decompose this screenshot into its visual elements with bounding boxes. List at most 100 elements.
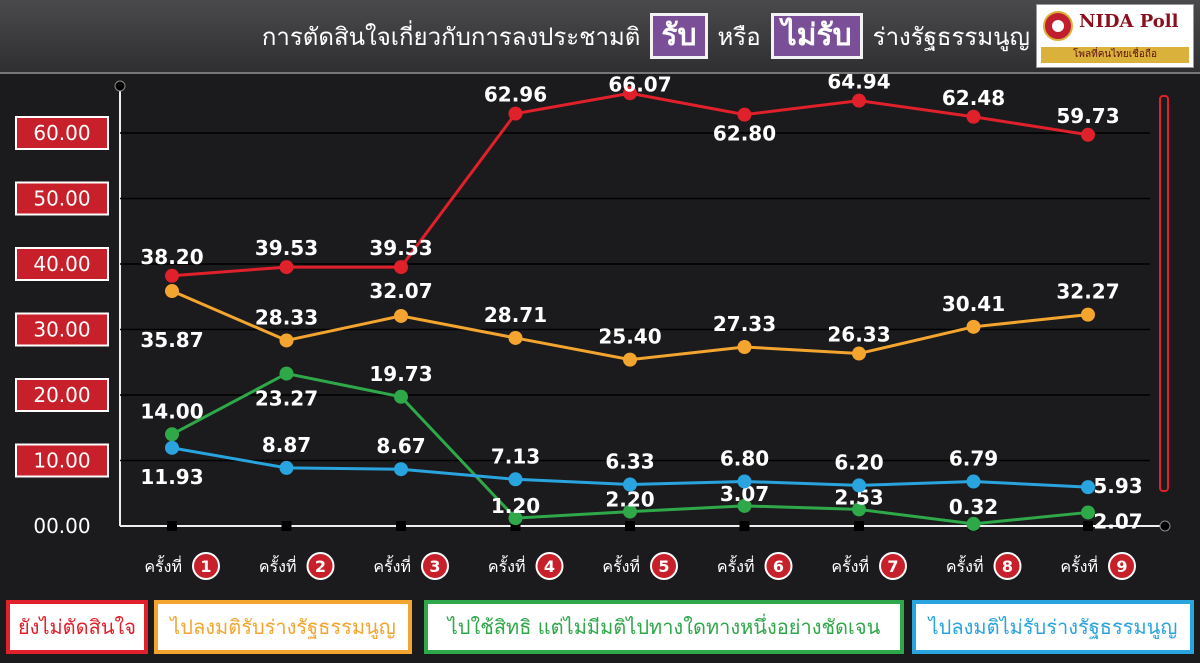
data-label: 32.27 [1056,280,1119,304]
y-tick-label: 00.00 [33,514,90,538]
data-label: 38.20 [140,245,203,269]
data-label: 39.53 [369,236,432,260]
data-label: 19.73 [369,362,432,386]
y-tick-box [15,443,109,478]
data-point [1081,307,1095,322]
data-point [1081,480,1095,495]
x-tick-badge [192,552,220,580]
legend: ยังไม่ตัดสินใจ ไปลงมติรับร่างรัฐธรรมนูญ ไป… [0,594,1200,662]
data-label: 62.96 [484,83,547,107]
x-tick-mark [854,521,864,531]
data-point [623,352,637,367]
x-tick-mark [625,521,635,531]
x-tick-label: ครั้งที่ [831,555,869,576]
data-label: 64.94 [827,74,890,94]
data-label: 30.41 [942,292,1005,316]
data-point [737,474,752,489]
line-chart: 00.00 10.00 20.00 30.00 40.00 50.00 60.00 ครั้ง… [15,74,1171,580]
data-label: 6.20 [834,450,883,474]
data-label: 14.00 [140,399,203,423]
data-label: 26.33 [827,323,890,347]
data-point [508,106,523,121]
data-label: 39.53 [255,236,318,260]
title-connector: หรือ [717,22,761,51]
title-box-accept: รับ [650,13,708,59]
data-point [279,366,294,381]
x-tick-badge [421,552,449,580]
x-tick-label: ครั้งที่ [946,555,984,576]
y-tick-label: 50.00 [33,187,90,211]
legend-item-2: ไปลงมติรับร่างรัฐธรรมนูญ [154,600,412,654]
data-point [966,516,981,531]
x-tick-number: 1 [200,557,211,576]
data-label: 28.33 [255,305,318,329]
chart-title: การตัดสินใจเกี่ยวกับการลงประชามติ รับ หร… [0,0,1030,72]
data-point [279,333,294,348]
x-tick-number: 9 [1116,557,1127,576]
data-label: 66.07 [608,74,671,96]
y-tick-label: 60.00 [33,121,90,145]
data-point [852,502,866,517]
x-tick-label: ครั้งที่ [602,555,640,576]
data-label: 5.93 [1093,474,1142,498]
x-tick-label: ครั้งที่ [144,555,182,576]
x-tick-badge [993,552,1022,580]
data-point [394,260,408,275]
data-label: 11.93 [140,465,203,489]
data-point [852,478,866,493]
data-point [508,330,523,345]
title-suffix: ร่างรัฐธรรมนูญ [872,22,1030,51]
data-label: 7.13 [491,444,540,468]
data-label: 8.67 [376,434,425,458]
data-point [508,511,523,526]
x-axis-cap [1159,520,1171,532]
data-point [394,308,408,323]
data-label: 6.33 [605,450,654,474]
data-label: 2.20 [605,488,654,512]
data-point [165,268,179,283]
legend-item-4: ไปลงมติไม่รับร่างรัฐธรรมนูญ [912,600,1194,654]
y-tick-box [15,312,109,347]
data-point [394,389,408,404]
title-prefix: การตัดสินใจเกี่ยวกับการลงประชามติ [261,22,641,51]
y-tick-label: 30.00 [33,318,90,342]
x-tick-number: 8 [1002,557,1013,576]
data-point [165,427,179,442]
x-tick-label: ครั้งที่ [717,555,755,576]
data-label: 28.71 [484,303,547,327]
x-tick-number: 6 [773,557,784,576]
x-tick-number: 7 [887,557,898,576]
x-tick-mark [281,521,292,531]
data-point [623,504,637,519]
legend-item-1: ยังไม่ตัดสินใจ [6,600,148,654]
y-tick-box [15,116,109,150]
data-point [852,346,866,361]
y-tick-label: 10.00 [33,449,90,473]
data-point [1081,505,1095,520]
data-label: 35.87 [140,328,203,352]
data-point [966,474,981,489]
right-accent-bar [1159,95,1169,492]
title-box-reject: ไม่รับ [770,13,863,59]
data-point [737,498,752,513]
x-tick-number: 2 [315,557,326,576]
data-label: 6.80 [720,446,769,470]
y-tick-box [15,181,109,216]
data-point [165,440,179,455]
logo-name: NIDA Poll [1079,11,1179,32]
y-tick-box [15,247,109,281]
x-tick-label: ครั้งที่ [488,555,526,576]
y-tick-label: 20.00 [33,383,90,407]
x-tick-badge [764,552,793,580]
data-point [737,339,752,354]
legend-item-3: ไปใช้สิทธิ แต่ไม่มีมติไปทางใดทางหนึ่งอย่… [424,600,904,654]
x-tick-badge [306,552,335,580]
x-tick-label: ครั้งที่ [373,555,411,576]
data-label: 32.07 [369,279,432,303]
x-tick-label: ครั้งที่ [259,555,297,576]
y-tick-label: 40.00 [33,252,90,276]
data-label: 8.87 [262,433,311,457]
data-label: 27.33 [713,312,776,336]
data-label: 59.73 [1056,104,1119,128]
x-tick-label: ครั้งที่ [1060,555,1098,576]
